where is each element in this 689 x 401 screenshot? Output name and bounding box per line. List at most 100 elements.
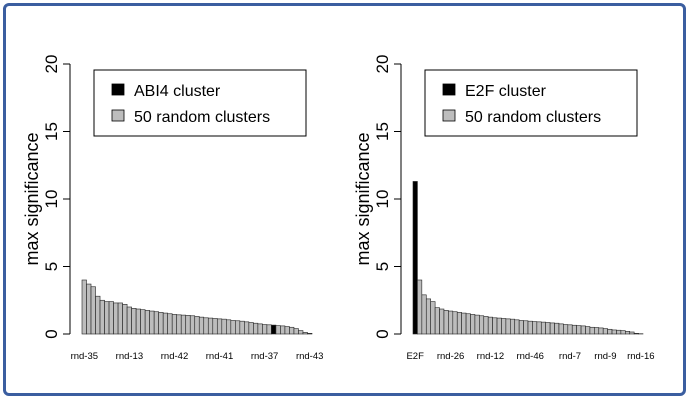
bar-random-cluster xyxy=(262,324,268,335)
bar-random-cluster xyxy=(417,279,423,335)
bar-random-cluster xyxy=(571,324,577,335)
bar-random-cluster xyxy=(540,321,546,335)
bar-random-cluster xyxy=(602,328,608,335)
bar-random-cluster xyxy=(239,320,245,335)
bar-random-cluster xyxy=(198,316,205,335)
x-tick-label: rnd-13 xyxy=(116,351,143,362)
bar-random-cluster xyxy=(275,325,281,335)
bar-random-cluster xyxy=(510,318,516,335)
y-tick-label: 15 xyxy=(42,122,61,141)
bar-random-cluster xyxy=(554,322,560,335)
bar-random-cluster xyxy=(280,325,286,335)
legend-label-highlight: ABI4 cluster xyxy=(134,83,221,100)
bar-random-cluster xyxy=(203,317,209,335)
bar-random-cluster xyxy=(230,320,236,335)
bar-random-cluster xyxy=(162,312,168,335)
bar-random-cluster xyxy=(611,329,617,335)
bar-random-cluster xyxy=(117,302,123,335)
bar-random-cluster xyxy=(81,279,87,335)
bar-random-cluster xyxy=(607,328,613,335)
bar-random-cluster xyxy=(289,326,295,335)
bar-random-cluster xyxy=(244,321,250,335)
bar-random-cluster xyxy=(492,317,498,335)
bar-random-cluster xyxy=(580,325,586,335)
bar-random-cluster xyxy=(104,301,110,335)
bar-random-cluster xyxy=(523,320,529,335)
bar-random-cluster xyxy=(158,312,164,335)
bar-random-cluster xyxy=(474,314,480,335)
bar-random-cluster xyxy=(487,316,493,335)
bar-random-cluster xyxy=(302,332,308,335)
bar-random-cluster xyxy=(633,333,639,335)
legend-label-random: 50 random clusters xyxy=(134,109,270,126)
x-tick-label: rnd-9 xyxy=(594,351,616,362)
bar-random-cluster xyxy=(180,314,187,335)
bar-random-cluster xyxy=(598,327,604,335)
legend-swatch-random xyxy=(442,109,456,122)
bar-random-cluster xyxy=(461,312,467,335)
bar-random-cluster xyxy=(545,322,551,335)
bar-random-cluster xyxy=(576,325,582,335)
bar-random-cluster xyxy=(90,286,96,335)
bar-random-cluster xyxy=(284,326,290,335)
bar-random-cluster xyxy=(140,309,146,335)
bar-random-cluster xyxy=(430,301,436,335)
bar-random-cluster xyxy=(248,322,254,335)
bar-random-cluster xyxy=(439,308,445,335)
bar-random-cluster xyxy=(496,317,502,335)
bar-random-cluster xyxy=(149,310,155,335)
chart-panel-e2f: 0 5 10 15 20 max significance E2F rnd-26 rnd-12 r… xyxy=(349,12,683,376)
legend-box xyxy=(93,69,307,137)
bar-random-cluster xyxy=(266,324,272,335)
bar-random-cluster xyxy=(171,314,178,335)
legend-swatch-random xyxy=(111,109,125,122)
bar-random-cluster xyxy=(567,324,573,335)
x-tick-label: rnd-26 xyxy=(437,351,464,362)
bar-random-cluster xyxy=(126,306,132,335)
x-tick-label: rnd-43 xyxy=(296,351,323,362)
bar-random-cluster xyxy=(536,321,542,335)
bar-random-cluster xyxy=(421,294,427,335)
y-axis-label: max significance xyxy=(22,132,42,265)
bar-random-cluster xyxy=(253,322,259,335)
bar-random-cluster xyxy=(212,318,218,335)
legend-label-highlight: E2F cluster xyxy=(465,83,547,100)
y-tick-label: 0 xyxy=(373,329,392,338)
x-tick-label: rnd-35 xyxy=(71,351,98,362)
bar-random-cluster xyxy=(443,310,449,335)
bar-random-cluster xyxy=(194,316,200,335)
bar-random-cluster xyxy=(167,313,173,335)
bar-random-cluster xyxy=(563,324,569,335)
bar-random-cluster xyxy=(189,315,196,335)
legend-label-random: 50 random clusters xyxy=(465,109,601,126)
bar-random-cluster xyxy=(452,311,458,335)
legend-swatch-highlight xyxy=(111,83,125,96)
x-tick-label: rnd-42 xyxy=(161,351,188,362)
bar-random-cluster xyxy=(483,316,489,335)
x-tick-label: E2F xyxy=(406,351,424,362)
y-tick-label: 20 xyxy=(373,55,392,74)
y-tick-label: 5 xyxy=(42,262,61,271)
bar-random-cluster xyxy=(585,326,591,335)
bar-random-cluster xyxy=(479,315,485,335)
figure-frame: 0 5 10 15 20 max significance rnd-35 rnd-13 rnd-… xyxy=(3,3,686,396)
bar-random-cluster xyxy=(144,310,150,335)
bar-random-cluster xyxy=(176,314,182,335)
bar-random-cluster xyxy=(589,326,595,335)
bar-random-cluster xyxy=(470,314,476,335)
bar-random-cluster xyxy=(434,307,440,335)
bar-chart-abi4: 0 5 10 15 20 max significance rnd-35 rnd-13 rnd-… xyxy=(22,55,323,362)
bar-random-cluster xyxy=(108,301,114,335)
bar-random-cluster xyxy=(558,323,564,335)
bar-random-cluster xyxy=(86,283,92,335)
bar-random-cluster xyxy=(505,318,511,335)
bar-random-cluster xyxy=(207,317,214,335)
x-tick-label: rnd-12 xyxy=(477,351,504,362)
bar-random-cluster xyxy=(501,318,507,335)
y-tick-label: 10 xyxy=(42,190,61,209)
bar-random-cluster xyxy=(122,303,128,335)
bar-chart-e2f: 0 5 10 15 20 max significance E2F rnd-26 rnd-12 r… xyxy=(353,55,655,362)
y-tick-label: 15 xyxy=(373,122,392,141)
bar-random-cluster xyxy=(616,329,622,335)
bar-random-cluster xyxy=(99,299,105,335)
